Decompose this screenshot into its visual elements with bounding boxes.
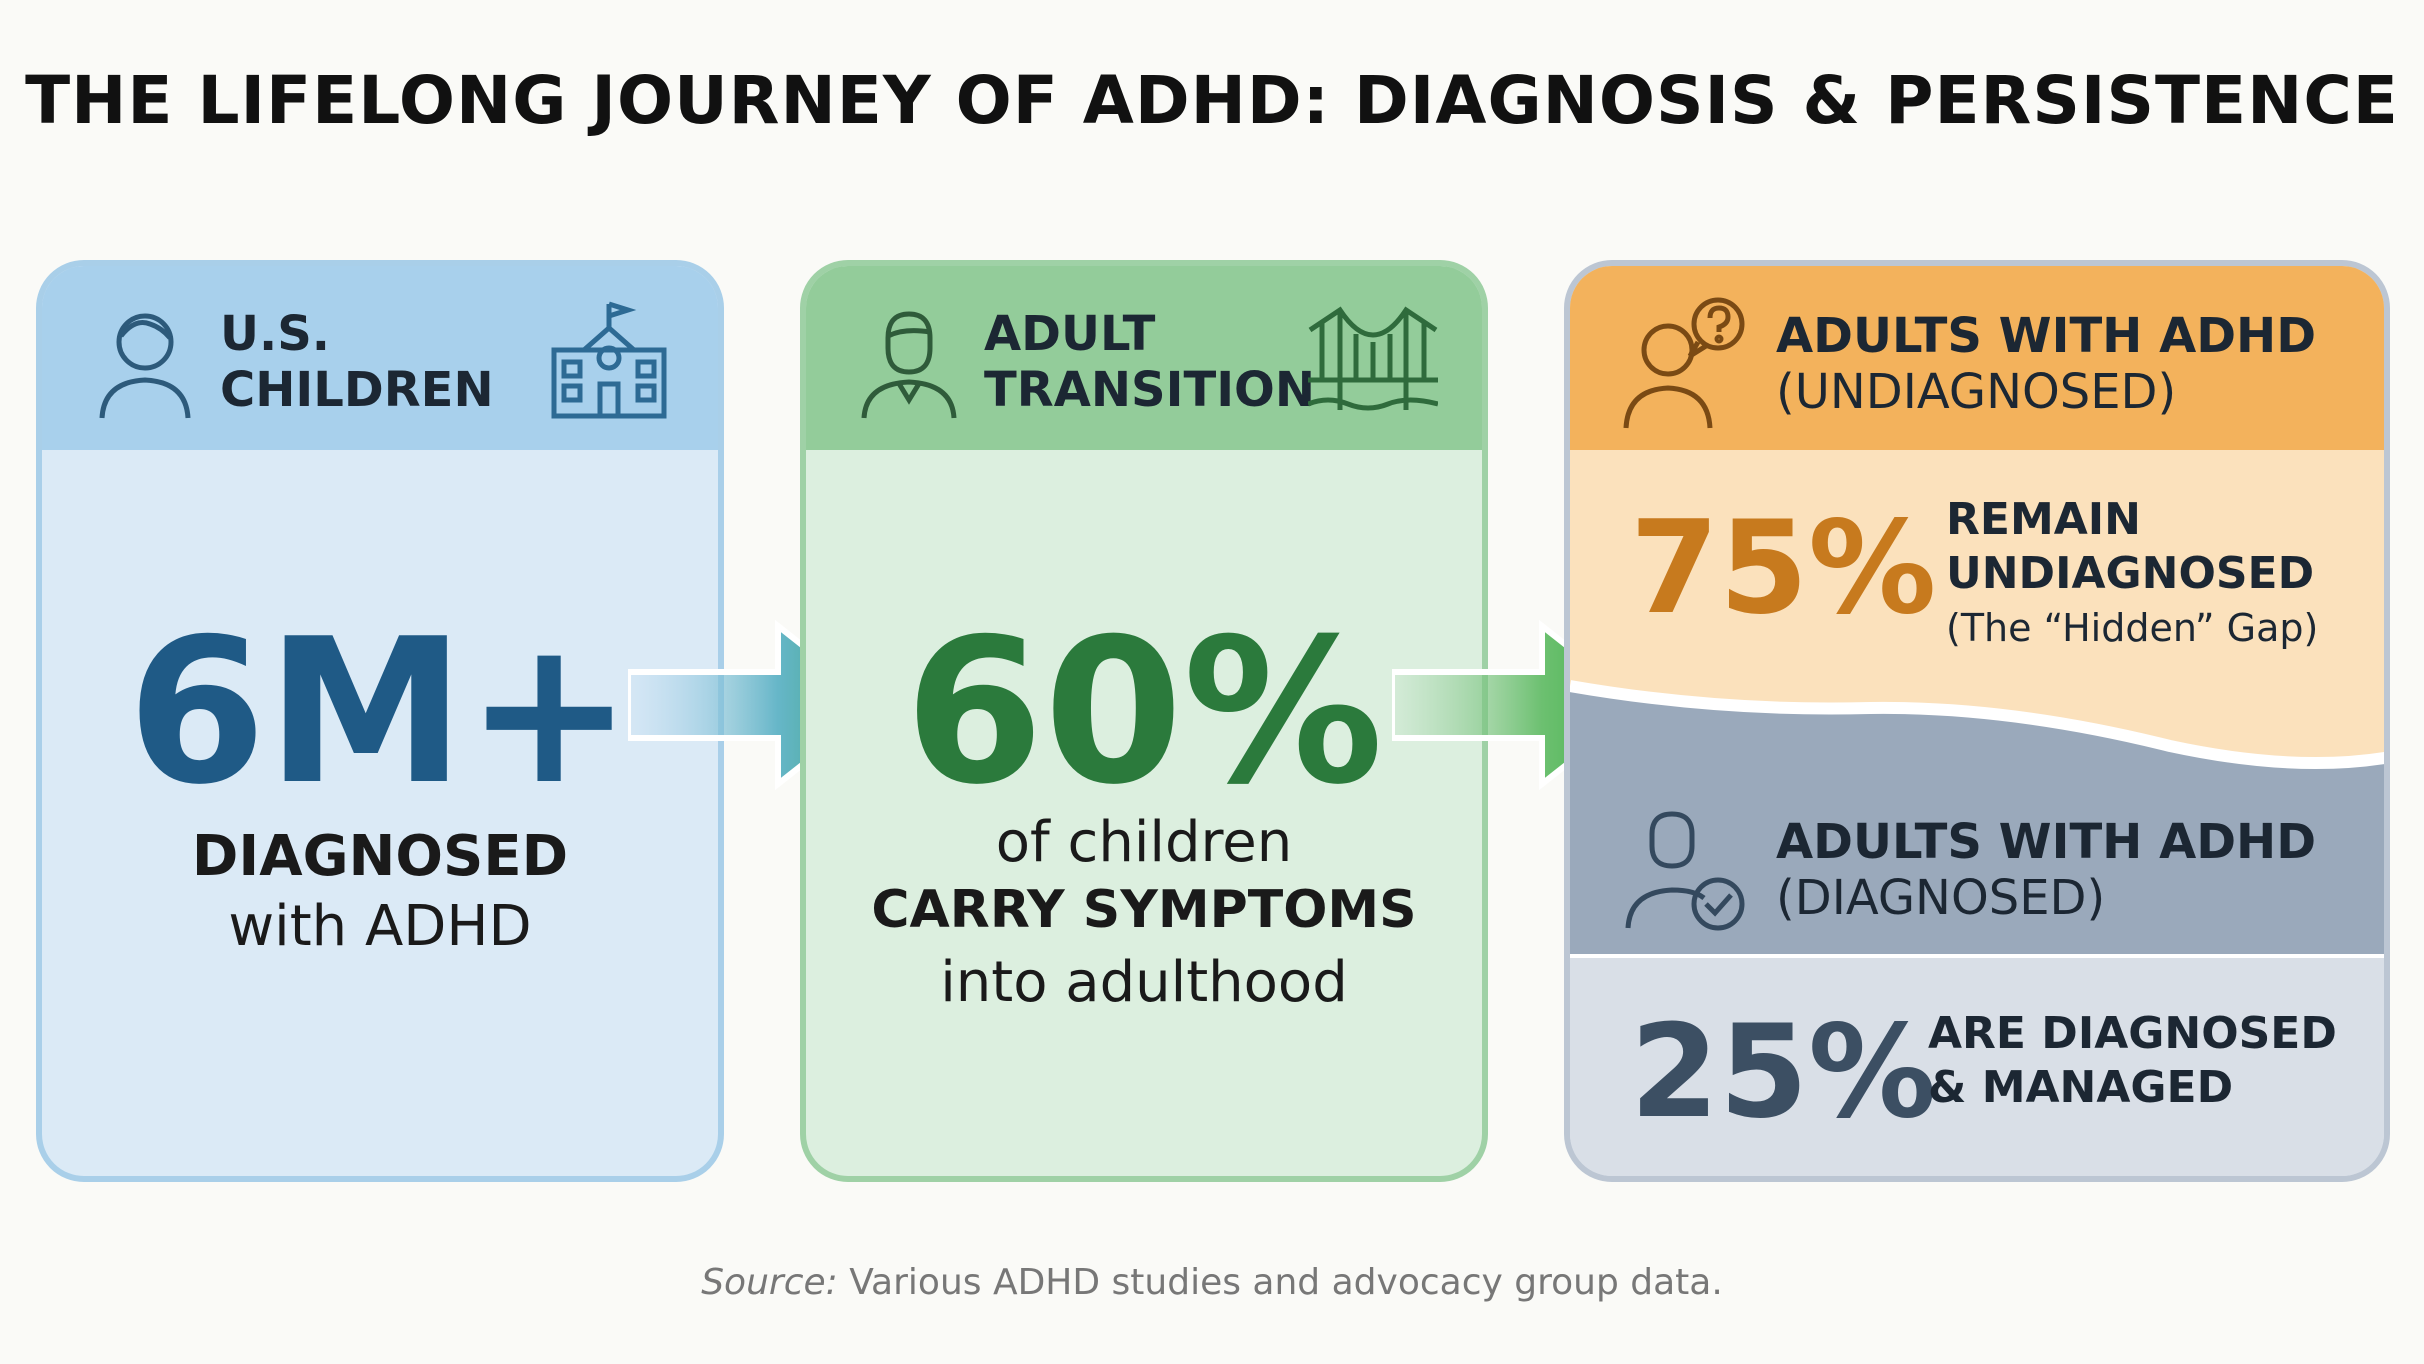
transition-line2: CARRY SYMPTOMS [871,880,1417,940]
diagnosed-subheading: (DIAGNOSED) [1776,870,2106,926]
undiagnosed-heading: ADULTS WITH ADHD [1776,308,2317,364]
check-person-icon [1625,811,1745,931]
source-label: Source: [701,1262,838,1303]
children-card: U.S. CHILDREN 6M+ DIAGNOSED with ADHD [36,260,724,1182]
diagnosed-stat: 25% [1630,998,1937,1147]
transition-card-label: ADULT TRANSITION [984,306,1316,418]
source-text: Various ADHD studies and advocacy group … [837,1262,1723,1303]
transition-stat: 60% [904,596,1384,829]
children-line1: DIAGNOSED [191,824,569,889]
transition-line3: into adulthood [940,950,1348,1015]
transition-line1: of children [995,810,1293,875]
undiagnosed-subheading: (UNDIAGNOSED) [1776,364,2177,420]
diagnosed-heading: ADULTS WITH ADHD [1776,814,2317,870]
bridge-icon [1308,306,1438,411]
children-card-label: U.S. CHILDREN [220,306,494,418]
question-person-icon [1623,297,1745,429]
school-icon [551,301,667,419]
child-icon [99,313,191,419]
undiagnosed-line1: REMAIN [1946,494,2141,545]
source-note: Source: Various ADHD studies and advocac… [0,1262,2424,1303]
adults-card-background [1570,266,2384,1176]
children-card-header: U.S. CHILDREN [42,266,718,450]
diagnosed-line1: ARE DIAGNOSED [1928,1008,2337,1059]
undiagnosed-stat: 75% [1630,494,1937,643]
children-stat: 6M+ [127,596,633,829]
adult-icon [861,311,957,419]
transition-card-header: ADULT TRANSITION [806,266,1482,450]
undiagnosed-note: (The “Hidden” Gap) [1946,606,2319,650]
children-line2: with ADHD [228,894,532,959]
diagnosed-line2: & MANAGED [1928,1062,2234,1113]
page-title: THE LIFELONG JOURNEY OF ADHD: DIAGNOSIS … [25,62,2399,139]
adults-card: ADULTS WITH ADHD (UNDIAGNOSED) 75% REMAI… [1564,260,2390,1182]
undiagnosed-line2: UNDIAGNOSED [1946,548,2315,599]
transition-card: ADULT TRANSITION 60% of children CARRY S… [800,260,1488,1182]
